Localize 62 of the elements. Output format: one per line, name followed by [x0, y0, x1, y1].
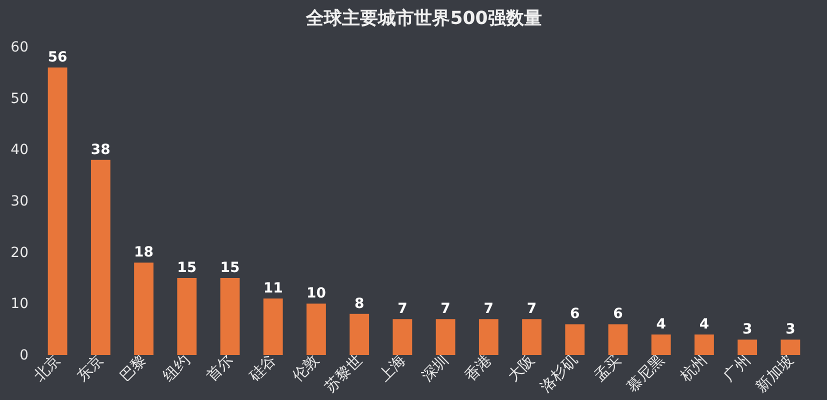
data-label: 6	[613, 306, 623, 322]
bar	[436, 319, 456, 355]
bar	[48, 68, 68, 355]
x-tick-label: 硅谷	[244, 351, 280, 386]
data-label: 11	[263, 280, 283, 297]
bar	[177, 278, 197, 355]
x-tick-label: 香港	[461, 351, 496, 386]
bar	[478, 319, 498, 355]
bar	[522, 319, 542, 355]
bar	[392, 319, 412, 355]
x-tick-label: 深圳	[418, 351, 452, 386]
data-label: 4	[699, 316, 710, 332]
x-tick-label: 苏黎世	[321, 351, 366, 396]
y-tick-label: 10	[10, 296, 28, 312]
data-label: 7	[484, 301, 494, 318]
bar	[694, 334, 714, 355]
x-tick-label: 新加坡	[752, 351, 797, 396]
x-tick-label: 孟买	[590, 351, 624, 386]
x-tick-label: 广州	[720, 351, 754, 386]
y-tick-label: 20	[10, 244, 28, 261]
bar	[220, 278, 240, 355]
data-label: 6	[570, 306, 580, 322]
bar	[134, 262, 154, 355]
data-label: 10	[306, 286, 326, 302]
bar	[90, 160, 110, 355]
x-tick-label: 慕尼黑	[622, 351, 668, 396]
x-tick-label: 东京	[73, 351, 108, 386]
data-label: 7	[440, 301, 450, 318]
data-label: 18	[134, 244, 154, 261]
data-label: 8	[354, 296, 364, 312]
bar	[780, 340, 800, 355]
y-tick-label: 30	[10, 194, 28, 210]
data-label: 7	[398, 301, 408, 318]
x-tick-label: 大阪	[504, 351, 538, 386]
data-label: 56	[48, 50, 68, 66]
bar	[306, 304, 326, 355]
data-label: 3	[742, 322, 752, 338]
x-tick-label: 洛杉矶	[536, 351, 582, 396]
data-label: 3	[786, 322, 796, 338]
x-tick-label: 伦敦	[288, 351, 323, 386]
bar	[263, 298, 283, 355]
data-label: 15	[177, 260, 197, 276]
bar	[738, 340, 758, 355]
y-tick-label: 0	[20, 348, 28, 364]
x-tick-label: 杭州	[676, 351, 711, 386]
bar	[608, 324, 628, 355]
y-tick-label: 60	[10, 40, 28, 56]
x-tick-label: 巴黎	[116, 351, 150, 386]
data-label: 4	[656, 316, 666, 332]
x-tick-label: 北京	[30, 351, 64, 386]
x-tick-label: 纽约	[159, 351, 194, 386]
x-tick-label: 首尔	[202, 351, 236, 386]
data-label: 38	[90, 142, 110, 158]
y-tick-label: 50	[10, 90, 28, 107]
x-tick-label: 上海	[374, 351, 409, 386]
bar	[651, 334, 671, 355]
data-label: 15	[220, 260, 240, 276]
chart-title: 全球主要城市世界500强数量	[305, 8, 542, 29]
data-label: 7	[526, 301, 537, 318]
y-tick-label: 40	[10, 142, 28, 158]
bar	[350, 314, 370, 355]
bar	[565, 324, 585, 355]
